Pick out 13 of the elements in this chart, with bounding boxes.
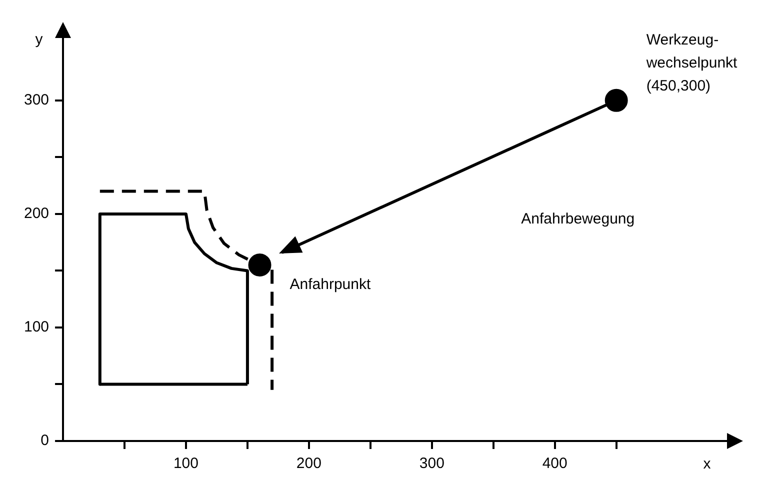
annotation: Werkzeug- wechselpunkt (450,300) <box>645 32 738 95</box>
x-tick-label: 100 <box>173 455 198 472</box>
x-tick-label: 400 <box>542 455 568 472</box>
x-tick-label: 300 <box>419 455 444 472</box>
annotation: Anfahrpunkt <box>290 276 372 294</box>
y-tick-label: 100 <box>24 318 50 336</box>
x-axis-title: x <box>703 456 712 473</box>
y-tick-label: 200 <box>24 205 50 222</box>
y-axis-title: y <box>35 31 44 48</box>
x-tick-label: 200 <box>296 455 322 472</box>
y-tick-label: 300 <box>24 92 50 109</box>
y-tick-label: 0 <box>40 432 50 450</box>
annotation: Anfahrbewegung <box>521 210 635 228</box>
